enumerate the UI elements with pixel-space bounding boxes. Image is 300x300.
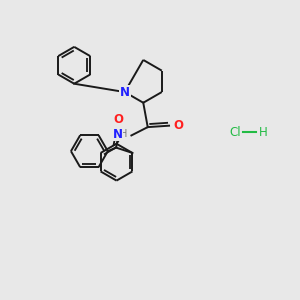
Text: O: O [174,119,184,132]
Text: N: N [120,85,130,98]
Text: H: H [120,129,128,139]
Text: O: O [113,112,123,126]
Text: N: N [112,128,122,141]
Text: Cl: Cl [229,126,241,139]
Text: H: H [259,126,267,139]
